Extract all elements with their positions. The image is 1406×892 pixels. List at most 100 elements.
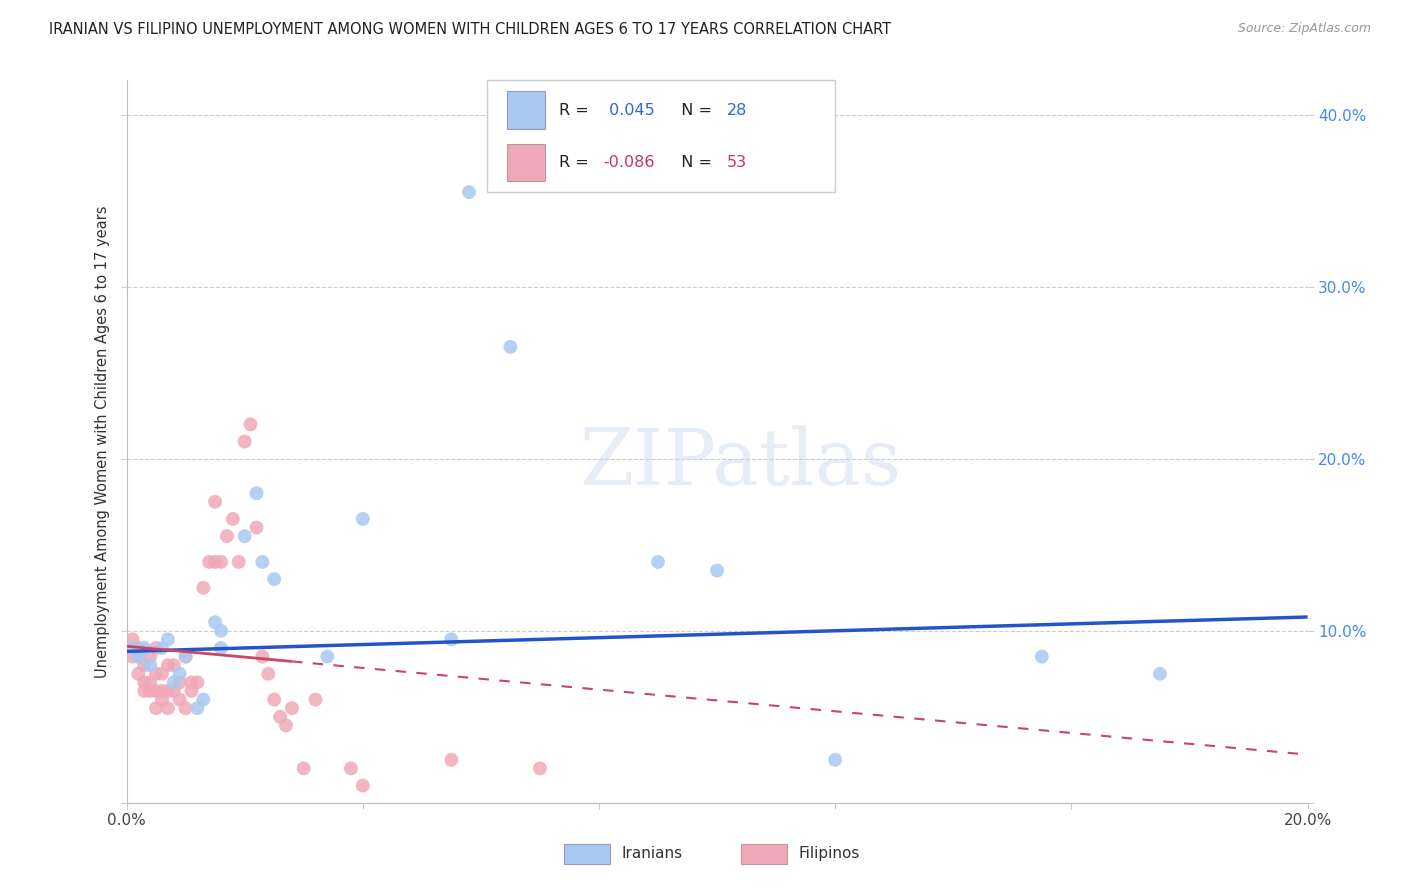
Text: Source: ZipAtlas.com: Source: ZipAtlas.com	[1237, 22, 1371, 36]
Point	[1149, 666, 1171, 681]
Point	[139, 684, 162, 698]
Point	[121, 640, 143, 655]
Text: N =: N =	[671, 103, 717, 118]
Point	[156, 632, 179, 647]
Point	[245, 486, 267, 500]
Point	[134, 640, 156, 655]
Point	[215, 529, 238, 543]
Text: R =: R =	[558, 155, 593, 170]
Text: ZIPatlas: ZIPatlas	[579, 425, 901, 501]
Point	[228, 555, 250, 569]
Point	[440, 753, 463, 767]
Text: 28: 28	[727, 103, 747, 118]
Point	[222, 512, 245, 526]
Point	[239, 417, 262, 432]
Point	[706, 564, 728, 578]
Point	[1031, 649, 1053, 664]
Point	[150, 666, 173, 681]
Point	[209, 555, 232, 569]
Point	[193, 581, 215, 595]
Point	[121, 649, 143, 664]
Text: Iranians: Iranians	[621, 846, 683, 861]
Point	[274, 718, 297, 732]
Point	[139, 675, 162, 690]
FancyBboxPatch shape	[486, 80, 835, 193]
Point	[340, 761, 363, 775]
Text: R =: R =	[558, 103, 593, 118]
Point	[174, 701, 197, 715]
Point	[440, 632, 463, 647]
Point	[263, 692, 285, 706]
Point	[169, 675, 191, 690]
FancyBboxPatch shape	[506, 144, 544, 181]
Point	[824, 753, 846, 767]
Point	[134, 658, 156, 673]
Point	[352, 779, 374, 793]
Point	[163, 675, 186, 690]
Point	[180, 684, 202, 698]
Point	[139, 658, 162, 673]
Point	[156, 684, 179, 698]
Text: 53: 53	[727, 155, 747, 170]
Point	[150, 692, 173, 706]
Point	[193, 692, 215, 706]
Point	[180, 675, 202, 690]
Point	[292, 761, 315, 775]
Point	[257, 666, 280, 681]
Point	[198, 555, 221, 569]
Text: IRANIAN VS FILIPINO UNEMPLOYMENT AMONG WOMEN WITH CHILDREN AGES 6 TO 17 YEARS CO: IRANIAN VS FILIPINO UNEMPLOYMENT AMONG W…	[49, 22, 891, 37]
FancyBboxPatch shape	[741, 844, 787, 864]
FancyBboxPatch shape	[564, 844, 610, 864]
Text: N =: N =	[671, 155, 717, 170]
Point	[233, 529, 256, 543]
Point	[252, 555, 274, 569]
Point	[352, 512, 374, 526]
Point	[245, 520, 267, 534]
Point	[529, 761, 551, 775]
Point	[156, 658, 179, 673]
Point	[150, 640, 173, 655]
Point	[204, 494, 226, 508]
Point	[458, 185, 481, 199]
Point	[150, 684, 173, 698]
Point	[163, 684, 186, 698]
Text: Filipinos: Filipinos	[799, 846, 860, 861]
Point	[233, 434, 256, 449]
Point	[263, 572, 285, 586]
Point	[304, 692, 326, 706]
Point	[186, 675, 208, 690]
Point	[127, 649, 149, 664]
Point	[281, 701, 304, 715]
Point	[156, 701, 179, 715]
Point	[209, 624, 232, 638]
Point	[145, 640, 167, 655]
Point	[186, 701, 208, 715]
Point	[127, 649, 149, 664]
Point	[127, 640, 149, 655]
Point	[204, 555, 226, 569]
Point	[145, 666, 167, 681]
Point	[174, 649, 197, 664]
Point	[163, 658, 186, 673]
Point	[127, 666, 149, 681]
Point	[269, 710, 291, 724]
Point	[252, 649, 274, 664]
FancyBboxPatch shape	[506, 91, 544, 128]
Point	[169, 666, 191, 681]
Point	[169, 692, 191, 706]
Point	[134, 684, 156, 698]
Y-axis label: Unemployment Among Women with Children Ages 6 to 17 years: Unemployment Among Women with Children A…	[94, 205, 110, 678]
Point	[145, 701, 167, 715]
Point	[499, 340, 522, 354]
Point	[174, 649, 197, 664]
Text: -0.086: -0.086	[603, 155, 655, 170]
Point	[121, 632, 143, 647]
Point	[134, 675, 156, 690]
Point	[209, 640, 232, 655]
Point	[316, 649, 339, 664]
Text: 0.045: 0.045	[603, 103, 654, 118]
Point	[139, 649, 162, 664]
Point	[204, 615, 226, 630]
Point	[145, 684, 167, 698]
Point	[647, 555, 669, 569]
